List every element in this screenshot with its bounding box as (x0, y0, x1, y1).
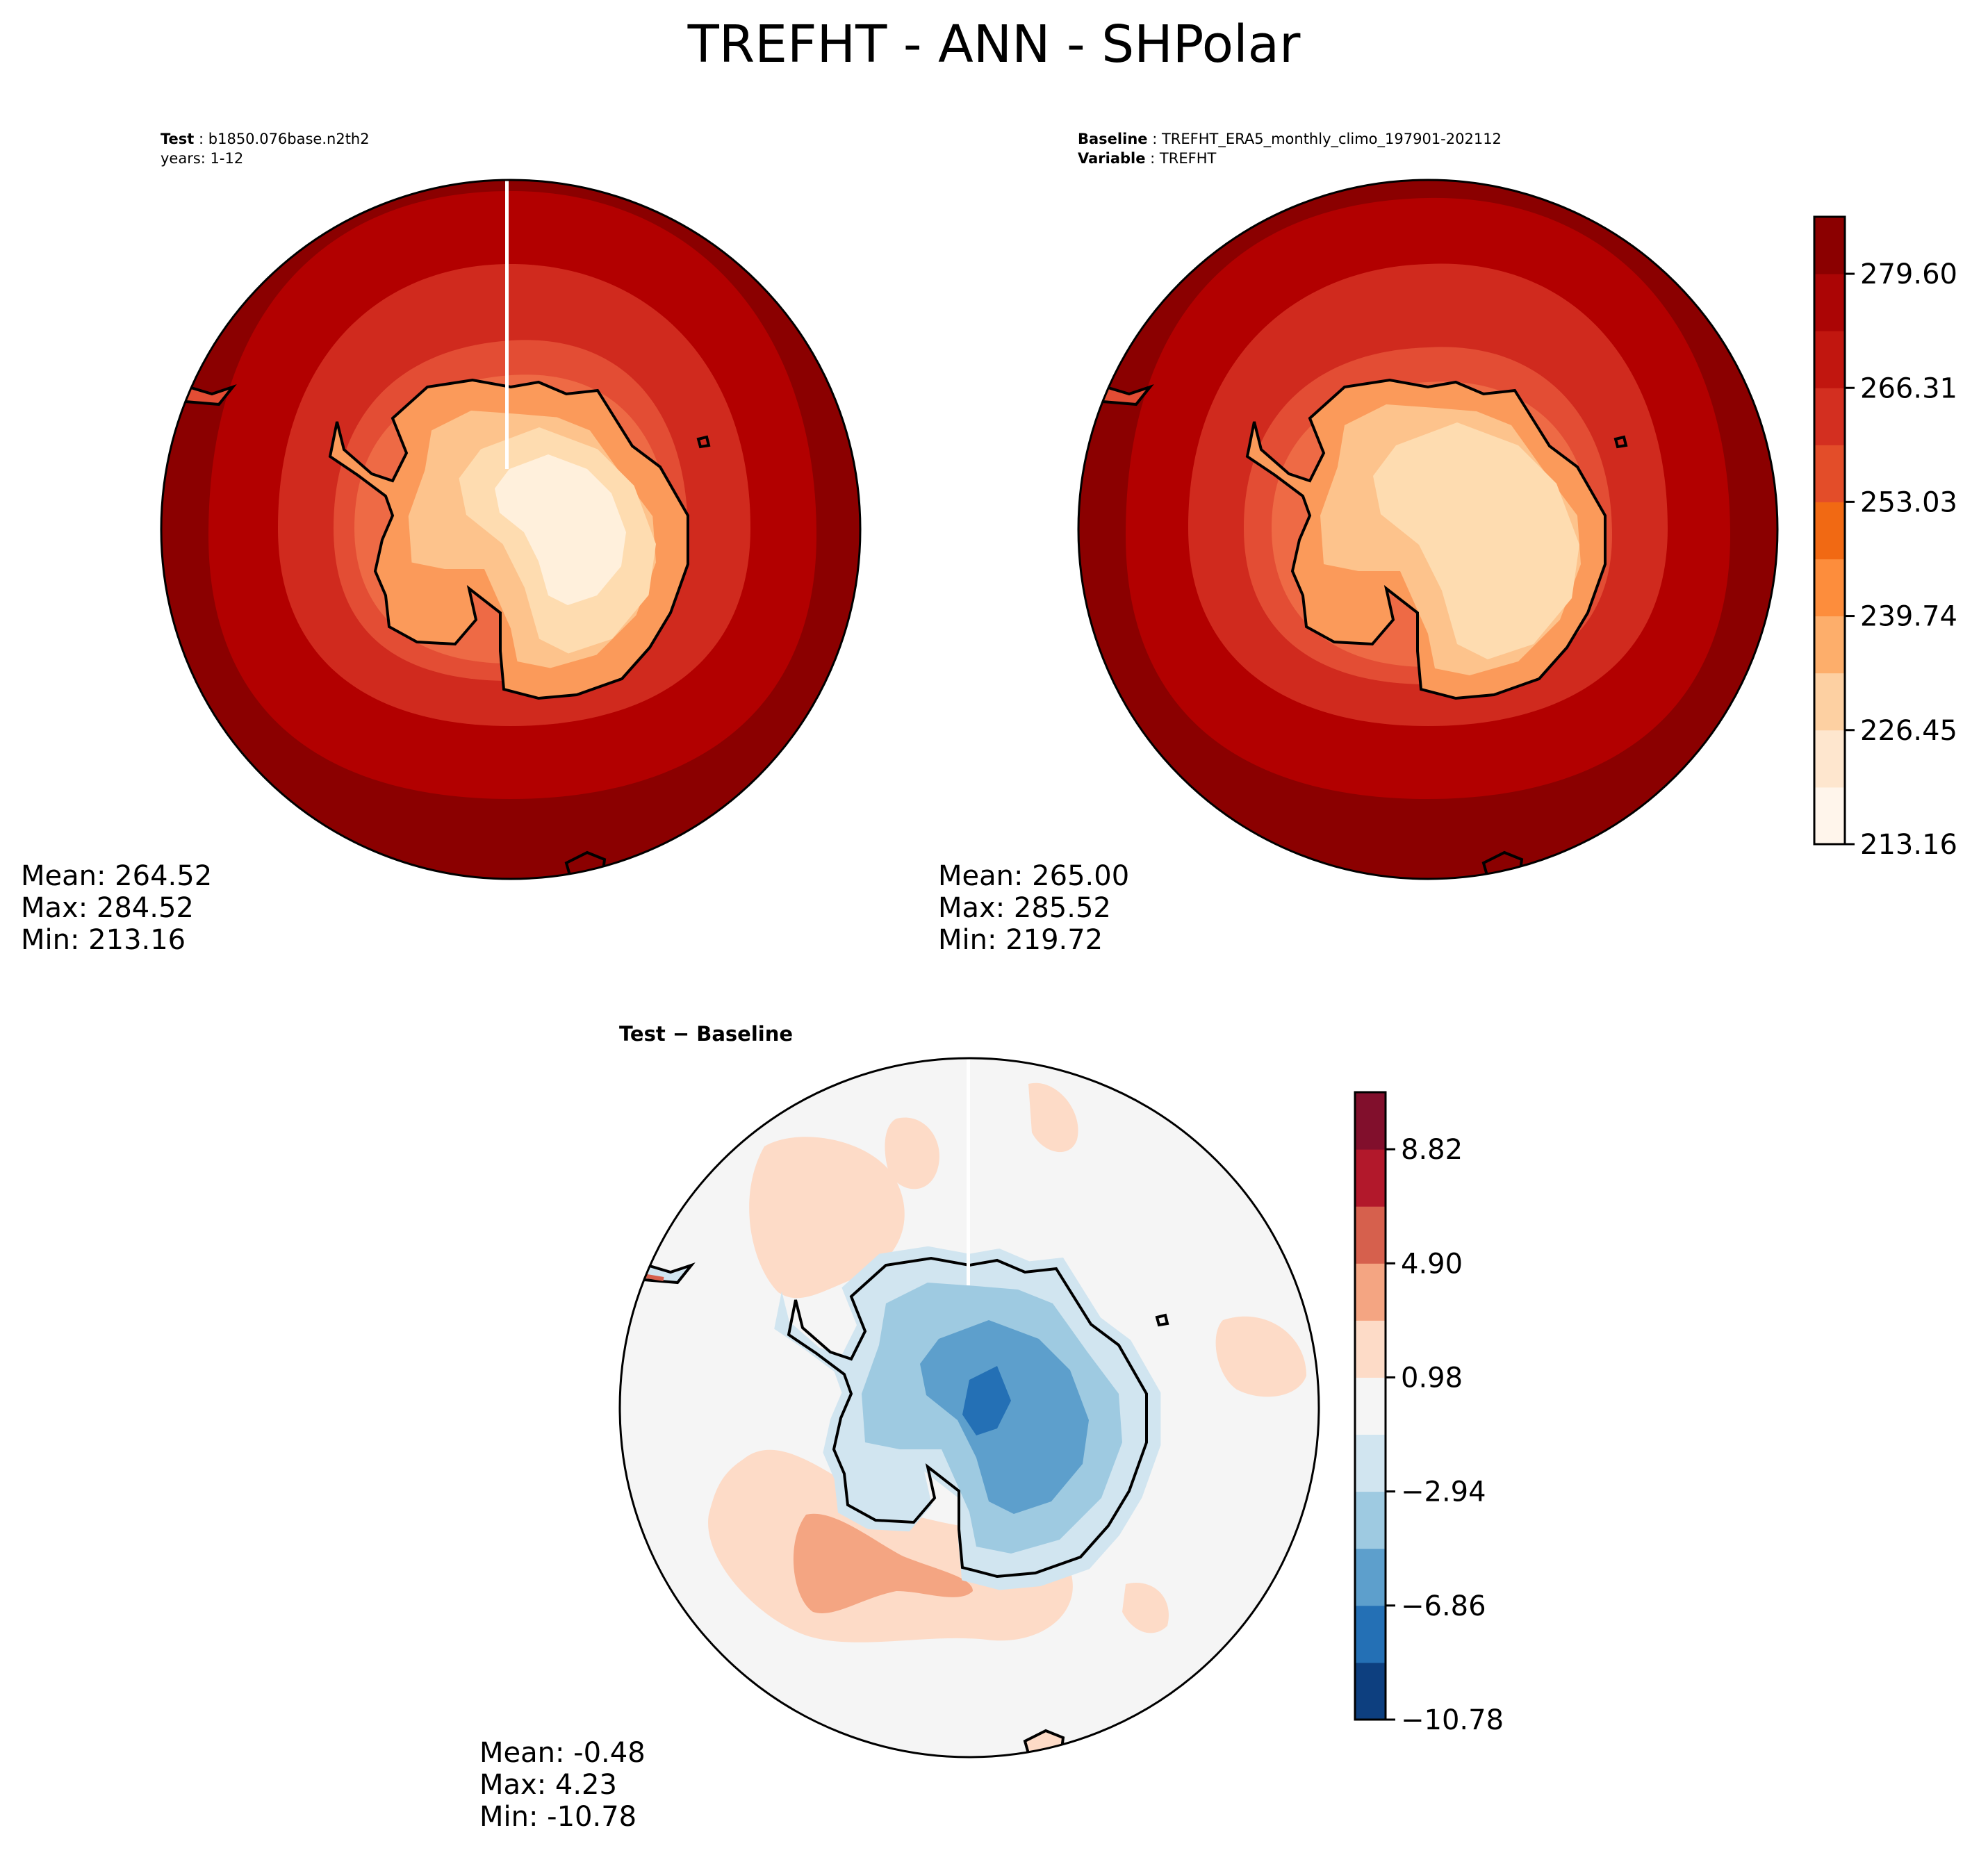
test-map (160, 179, 862, 880)
colorbar-diff-tick-label: 4.90 (1401, 1248, 1463, 1280)
variable-label-value: TREFHT (1159, 150, 1217, 167)
baseline-stat-mean: Mean: 265.00 (938, 860, 1130, 892)
diff-pos-patch-4 (708, 1449, 1073, 1642)
variable-label-key: Variable (1078, 150, 1146, 167)
colorbar-main-segment (1814, 730, 1845, 788)
baseline-label-value: TREFHT_ERA5_monthly_climo_197901-202112 (1161, 131, 1502, 147)
colorbar-main-tick-label: 226.45 (1860, 715, 1957, 747)
baseline-stats: Mean: 265.00 Max: 285.52 Min: 219.72 (938, 860, 1129, 956)
diff-pos-patch-3 (1028, 1082, 1078, 1153)
colorbar-main-segment (1814, 274, 1845, 331)
test-years: years: 1-12 (161, 150, 244, 167)
test-stats: Mean: 264.52 Max: 284.52 Min: 213.16 (21, 860, 212, 956)
test-label-sep: : (194, 131, 208, 147)
colorbar-main-segment (1814, 217, 1845, 274)
colorbar-diff-segment (1355, 1092, 1386, 1150)
diff-map (618, 1057, 1320, 1759)
colorbar-main-segment (1814, 787, 1845, 845)
colorbar-main-segment (1814, 673, 1845, 731)
colorbar-diff-tick-label: −10.78 (1401, 1704, 1504, 1736)
colorbar-main-tick-label: 266.31 (1860, 372, 1957, 404)
colorbar-diff-tick-label: −2.94 (1401, 1476, 1486, 1508)
baseline-panel-header: Baseline : TREFHT_ERA5_monthly_climo_197… (1078, 129, 1502, 168)
colorbar-main-frame (1813, 215, 1846, 846)
diff-pos-patch-6 (1122, 1583, 1169, 1633)
colorbar-diff-segment (1355, 1149, 1386, 1207)
figure-title: TREFHT - ANN - SHPolar (687, 15, 1301, 74)
diff-pos-patch-5 (1215, 1316, 1306, 1397)
test-stat-max: Max: 284.52 (21, 892, 194, 924)
colorbar-main-segment (1814, 502, 1845, 560)
colorbar-diff-tick-label: −6.86 (1401, 1590, 1486, 1622)
colorbar-diff-segment (1355, 1491, 1386, 1549)
colorbar-main-segment (1814, 559, 1845, 617)
baseline-label-sep: : (1147, 131, 1162, 147)
colorbar-main-tick-label: 239.74 (1860, 601, 1957, 633)
colorbar-diff-segment (1355, 1263, 1386, 1321)
colorbar-main-tick-label: 279.60 (1860, 258, 1957, 290)
diff-pos-strong-patch (793, 1513, 973, 1614)
test-label-value: b1850.076base.n2th2 (208, 131, 370, 147)
test-island (696, 435, 711, 449)
diff-map-frame (618, 1057, 1320, 1759)
colorbar-diff-segment (1355, 1377, 1386, 1435)
diff-pos-patch-2 (885, 1117, 939, 1189)
colorbar-diff-segment (1355, 1605, 1386, 1663)
test-panel-header: Test : b1850.076base.n2th2 years: 1-12 (161, 129, 370, 168)
diff-island (1155, 1313, 1169, 1327)
baseline-stat-min: Min: 219.72 (938, 924, 1103, 956)
test-seam-artifact (505, 180, 509, 469)
baseline-map (1077, 179, 1779, 880)
colorbar-main-tick-label: 253.03 (1860, 486, 1957, 518)
baseline-map-frame (1077, 179, 1779, 880)
colorbar-diff-tick-label: 8.82 (1401, 1134, 1463, 1166)
diff-neg-core (962, 1366, 1011, 1435)
test-label-key: Test (161, 131, 195, 147)
baseline-label-key: Baseline (1078, 131, 1148, 147)
diff-stat-min: Min: -10.78 (479, 1801, 637, 1833)
variable-label-sep: : (1145, 150, 1160, 167)
colorbar-diff-segment (1355, 1548, 1386, 1606)
baseline-stat-max: Max: 285.52 (938, 892, 1111, 924)
colorbar-diff-tick-label: 0.98 (1401, 1362, 1463, 1394)
test-stat-mean: Mean: 264.52 (21, 860, 213, 892)
diff-seam-artifact (967, 1058, 970, 1285)
diff-stat-max: Max: 4.23 (479, 1769, 617, 1801)
colorbar-diff-segment (1355, 1434, 1386, 1492)
colorbar-main-segment (1814, 616, 1845, 674)
baseline-island (1613, 435, 1628, 449)
colorbar-diff-segment (1355, 1320, 1386, 1378)
colorbar-main: 213.16 226.45 239.74 253.03 266.31 279.60 (1813, 215, 1957, 861)
colorbar-main-segment (1814, 331, 1845, 388)
diff-stat-mean: Mean: -0.48 (479, 1737, 646, 1769)
test-stat-min: Min: 213.16 (21, 924, 186, 956)
test-map-frame (160, 179, 862, 880)
colorbar-diff-segment (1355, 1662, 1386, 1720)
diff-panel-title: Test − Baseline (619, 1022, 794, 1046)
colorbar-diff-frame (1354, 1091, 1387, 1721)
colorbar-main-tick-label: 213.16 (1860, 829, 1957, 861)
colorbar-main-segment (1814, 388, 1845, 445)
diff-stats: Mean: -0.48 Max: 4.23 Min: -10.78 (479, 1737, 646, 1833)
colorbar-diff: −10.78 −6.86 −2.94 0.98 4.90 8.82 (1354, 1091, 1504, 1736)
colorbar-main-segment (1814, 445, 1845, 502)
colorbar-diff-segment (1355, 1206, 1386, 1264)
diff-pos-patch-1 (749, 1137, 905, 1299)
